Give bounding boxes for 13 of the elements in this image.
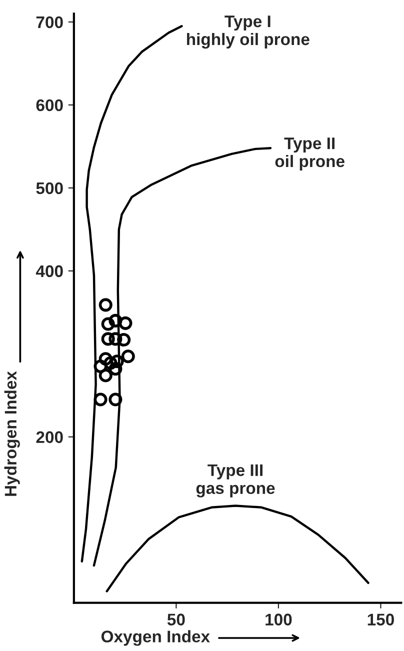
y-tick-label: 500 <box>36 182 63 194</box>
y-axis-title: Hydrogen Index <box>4 371 20 496</box>
annotation: Type I highly oil prone <box>187 16 310 49</box>
y-tick-label: 400 <box>36 265 63 278</box>
x-tick-label: 150 <box>368 614 394 626</box>
annotation: Type III gas prone <box>196 464 275 498</box>
x-tick-label: 50 <box>167 614 185 626</box>
y-tick-label: 600 <box>36 99 63 112</box>
x-tick-label: 100 <box>266 614 292 626</box>
x-axis-title: Oxygen Index <box>101 630 210 646</box>
y-tick-label: 200 <box>36 431 63 444</box>
annotation: Type II oil prone <box>275 138 344 170</box>
y-tick-label: 700 <box>36 16 63 28</box>
